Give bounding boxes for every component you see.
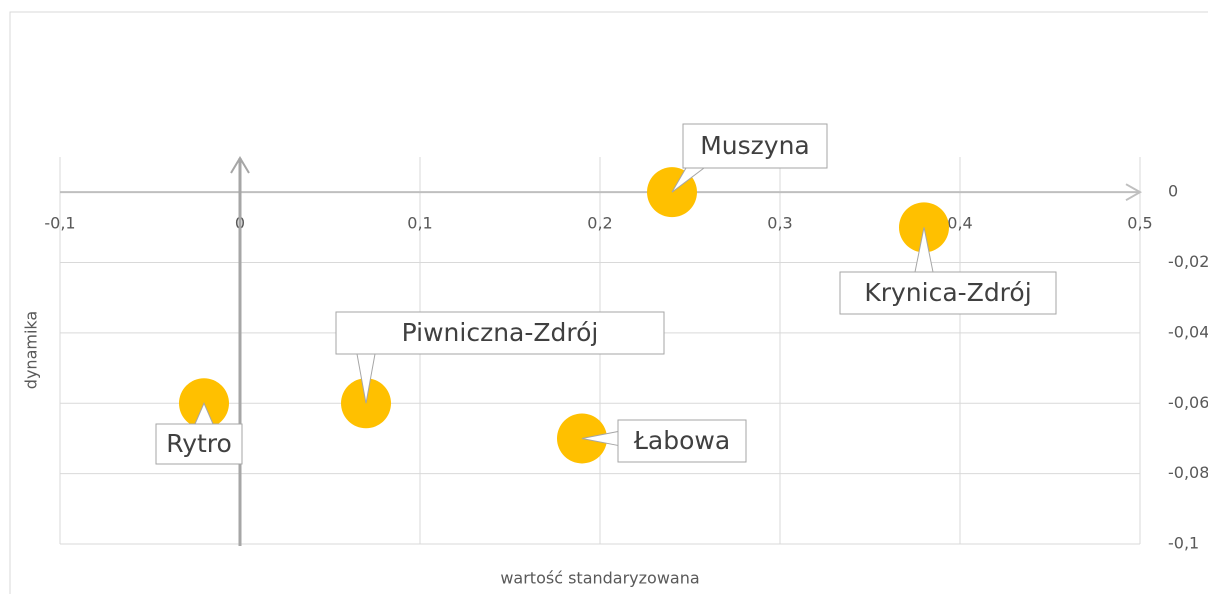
y-tick-label: -0,02: [1168, 252, 1208, 271]
y-axis-label: dynamika: [22, 311, 41, 389]
x-tick-label: 0,1: [407, 214, 432, 233]
callout-box: [335, 311, 665, 355]
y-axis-arrow: [230, 156, 250, 174]
callout-box: [617, 419, 747, 463]
point-label: Krynica-Zdrój: [864, 278, 1031, 307]
y-tick-label: 0: [1168, 182, 1178, 201]
y-tick-label: -0,08: [1168, 463, 1208, 482]
point-label: Piwniczna-Zdrój: [402, 318, 599, 347]
x-tick-label: 0,5: [1127, 214, 1152, 233]
point-label: Muszyna: [700, 131, 810, 160]
x-tick-label: 0,3: [767, 214, 792, 233]
y-tick-label: -0,06: [1168, 393, 1208, 412]
x-tick-label: 0,4: [947, 214, 972, 233]
callout-box: [155, 423, 243, 465]
callout-box: [839, 271, 1057, 315]
callout-box: [682, 123, 828, 169]
x-tick-label: 0,2: [587, 214, 612, 233]
x-axis-arrow: [1125, 183, 1143, 202]
y-tick-label: -0,1: [1168, 534, 1199, 553]
point-label: Rytro: [166, 429, 232, 458]
y-tick-label: -0,04: [1168, 322, 1208, 341]
x-tick-label: -0,1: [44, 214, 75, 233]
x-axis-label: wartość standaryzowana: [500, 569, 699, 588]
point-label: Łabowa: [633, 426, 730, 455]
